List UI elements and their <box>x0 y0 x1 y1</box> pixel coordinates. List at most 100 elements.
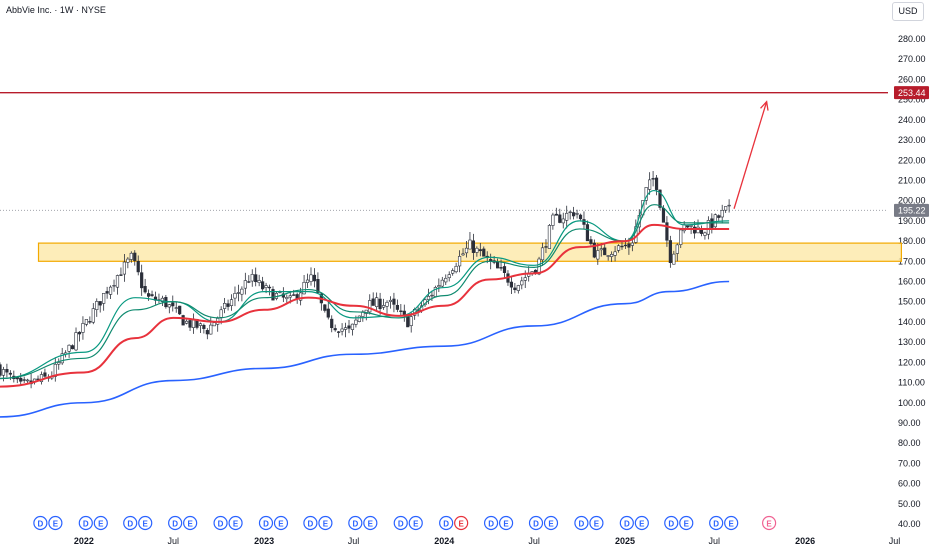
event-marker-circle <box>724 515 739 531</box>
candle <box>675 243 679 262</box>
candle <box>440 276 444 288</box>
candle-body <box>444 277 448 283</box>
candle-body <box>616 245 621 251</box>
candle-body <box>8 372 12 375</box>
candle-body <box>388 299 393 302</box>
candle <box>613 246 617 262</box>
price-tick-label: 110.00 <box>898 378 925 388</box>
candle-body <box>198 323 203 326</box>
event-marker-label: E <box>53 519 59 528</box>
candle <box>572 206 576 220</box>
candle <box>167 303 171 314</box>
earnings-marker[interactable]: E <box>634 515 649 531</box>
candle-body <box>589 239 593 244</box>
event-marker-circle <box>48 515 63 531</box>
candle <box>29 373 33 389</box>
earnings-marker[interactable]: E <box>183 515 198 531</box>
dividend-marker[interactable]: D <box>33 515 48 531</box>
candle <box>375 292 379 311</box>
candle <box>188 318 192 332</box>
candle <box>651 171 655 187</box>
earnings-marker[interactable]: E <box>543 515 559 531</box>
candle-body <box>343 327 348 330</box>
earnings-marker[interactable]: E <box>318 515 333 531</box>
candle <box>606 255 610 261</box>
time-tick-label: Jul <box>168 536 180 546</box>
candle-body <box>437 285 441 288</box>
dividend-marker[interactable]: D <box>439 515 454 531</box>
dividend-marker[interactable]: D <box>709 515 724 531</box>
candle-body <box>502 266 507 273</box>
dividend-marker[interactable]: D <box>123 515 138 531</box>
candle-body <box>447 274 451 279</box>
candle-body <box>620 245 624 248</box>
dividend-marker[interactable]: D <box>483 515 499 531</box>
event-marker-label: E <box>766 519 772 528</box>
candle-body <box>409 316 413 326</box>
earnings-marker[interactable]: E <box>498 515 514 531</box>
price-tick-label: 70.00 <box>898 458 921 468</box>
projection-arrow-shaft <box>733 101 768 209</box>
dividend-marker[interactable]: D <box>78 515 93 531</box>
dividend-marker[interactable]: D <box>168 515 183 531</box>
dividend-marker[interactable]: D <box>664 515 679 531</box>
candle <box>60 347 64 365</box>
earnings-marker[interactable]: E <box>93 515 108 531</box>
dividend-marker[interactable]: D <box>213 515 228 531</box>
dividend-marker[interactable]: D <box>258 515 274 531</box>
dividend-marker[interactable]: D <box>528 515 544 531</box>
earnings-marker[interactable]: E <box>138 515 153 531</box>
earnings-marker[interactable]: E <box>408 515 423 531</box>
candle <box>699 225 704 237</box>
candle-body <box>261 281 265 290</box>
candle <box>247 275 251 284</box>
event-marker-label: D <box>172 519 178 528</box>
earnings-marker[interactable]: E <box>724 515 739 531</box>
candle-body <box>648 179 652 190</box>
currency-button[interactable]: USD <box>892 2 924 21</box>
earnings-marker[interactable]: E <box>589 515 604 531</box>
earnings-marker[interactable]: E <box>273 515 289 531</box>
earnings-marker[interactable]: E <box>761 515 777 531</box>
candle <box>229 294 234 311</box>
dividend-marker[interactable]: D <box>348 515 363 531</box>
candle-body <box>333 328 337 331</box>
time-tick-label: 2023 <box>254 536 274 546</box>
candle-body <box>267 286 272 289</box>
event-marker-circle <box>634 515 649 531</box>
candle-body <box>540 247 545 261</box>
candle <box>616 244 621 253</box>
earnings-marker[interactable]: E <box>454 515 469 531</box>
candle-body <box>565 212 569 221</box>
candle-body <box>112 285 116 287</box>
candle <box>623 238 628 250</box>
candle-body <box>202 324 206 329</box>
candle-body <box>368 300 372 313</box>
dividend-marker[interactable]: D <box>619 515 634 531</box>
candle-body <box>451 270 455 274</box>
candle-body <box>115 275 120 288</box>
event-marker-circle <box>408 515 423 531</box>
event-marker-label: D <box>37 519 43 528</box>
dividend-marker[interactable]: D <box>303 515 318 531</box>
dividend-marker[interactable]: D <box>393 515 408 531</box>
earnings-marker[interactable]: E <box>679 515 694 531</box>
current-price-badge-bg <box>894 203 929 217</box>
candle-body <box>495 261 500 269</box>
candle-body <box>592 242 596 258</box>
candle-body <box>717 215 721 218</box>
candle <box>57 358 61 370</box>
event-marker-label: E <box>233 519 239 528</box>
earnings-marker[interactable]: E <box>228 515 243 531</box>
candle-body <box>26 379 30 382</box>
candle-body <box>658 189 662 208</box>
event-marker-label: D <box>398 519 404 528</box>
earnings-marker[interactable]: E <box>363 515 378 531</box>
dividend-marker[interactable]: D <box>574 515 589 531</box>
candle-body <box>184 320 189 324</box>
earnings-marker[interactable]: E <box>48 515 63 531</box>
candle <box>233 286 237 307</box>
candle <box>554 207 558 216</box>
candle-body <box>513 287 517 291</box>
